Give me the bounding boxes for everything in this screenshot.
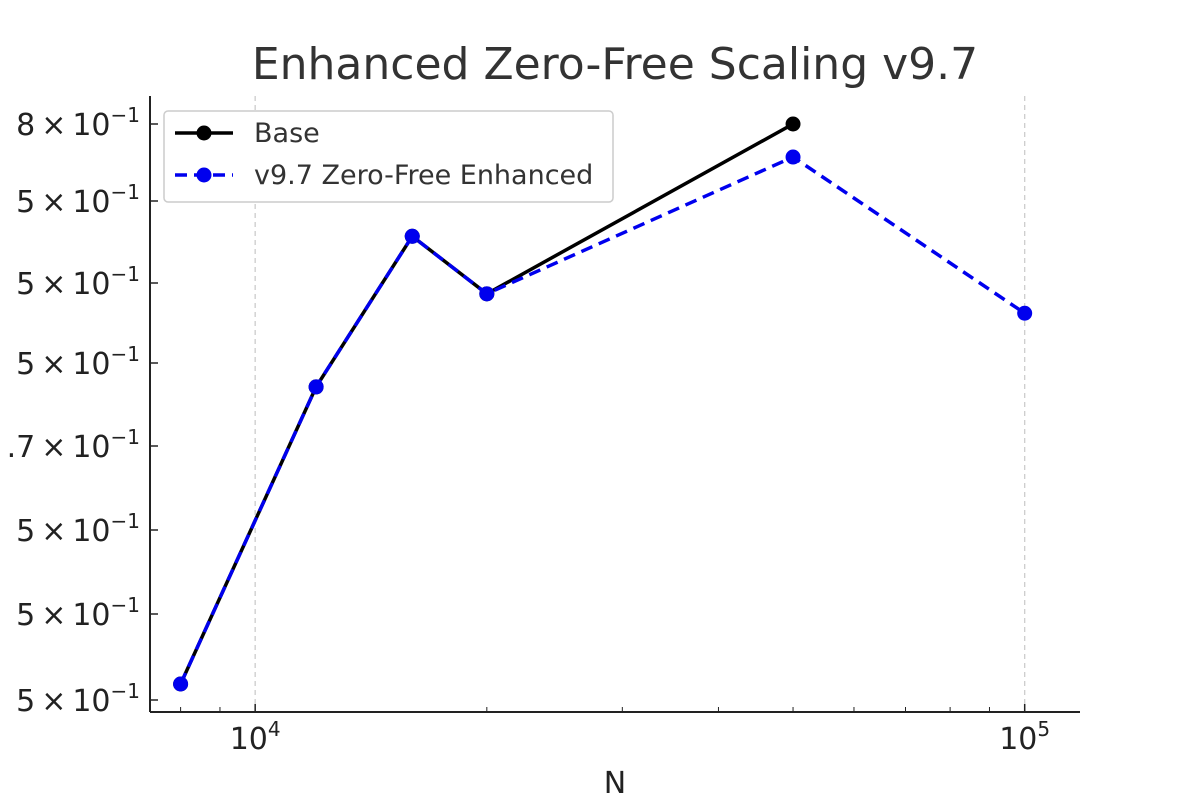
legend: Base v9.7 Zero-Free Enhanced [163,110,614,203]
data-point [785,116,801,132]
data-point [785,149,801,165]
legend-label: Base [254,118,320,149]
legend-marker [196,125,212,141]
tick-labels: 104 105 8 × 10−1 5 × 10−1 5 × 10−1 5 × 10−1 .7… [7,103,1051,757]
y-tick-label: 5 × 10−1 [16,342,140,382]
y-tick-label: 5 × 10−1 [16,180,140,220]
legend-marker [196,167,212,183]
y-tick-label: 8 × 10−1 [16,103,140,143]
legend-item: v9.7 Zero-Free Enhanced [175,160,593,191]
data-point [308,379,324,395]
y-tick-label: 5 × 10−1 [16,509,140,549]
y-tick-label: 5 × 10−1 [16,262,140,302]
chart-title: Enhanced Zero-Free Scaling v9.7 [252,39,978,90]
y-tick-label: .7 × 10−1 [7,425,140,465]
series-enhanced [173,149,1033,692]
legend-item: Base [175,118,320,149]
data-point [404,228,420,244]
x-tick-label: 105 [999,717,1050,757]
x-axis-label: N [604,766,626,800]
legend-box [163,110,614,203]
data-point [479,286,495,302]
series-line [179,122,794,685]
y-tick-label: 5 × 10−1 [16,593,140,633]
data-point [173,676,189,692]
data-point [1017,305,1033,321]
legend-label: v9.7 Zero-Free Enhanced [254,160,593,191]
y-tick-label: 5 × 10−1 [16,679,140,719]
series-line [179,155,1026,685]
axes [149,96,1080,713]
series-layer [173,116,1033,692]
x-tick-label: 104 [230,717,281,757]
